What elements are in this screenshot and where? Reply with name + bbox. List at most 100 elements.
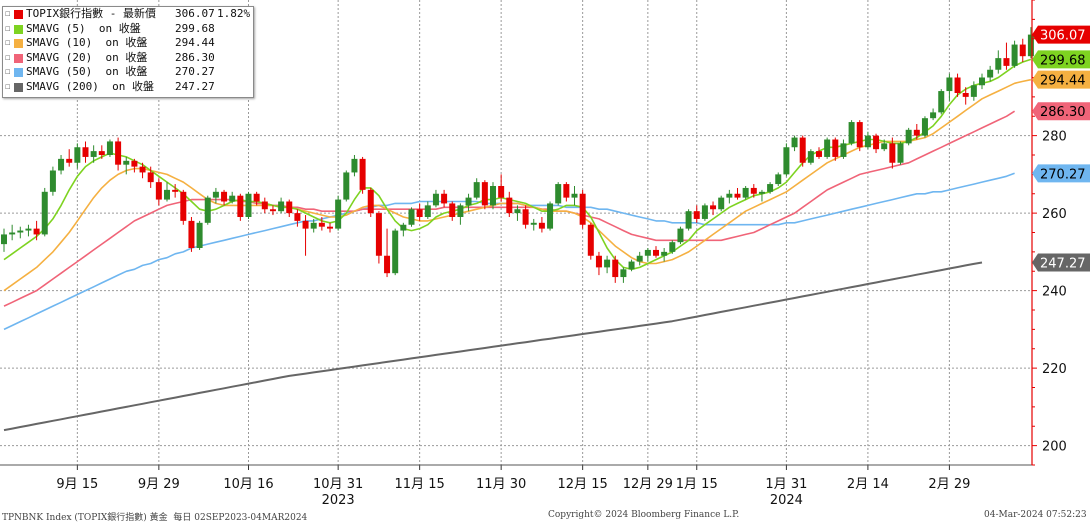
candle-body: [889, 143, 896, 163]
candle-body: [840, 143, 847, 157]
last-value-label: 306.07: [1040, 29, 1086, 44]
candle-body: [677, 228, 684, 243]
candle-body: [139, 166, 146, 173]
legend-value: 270.27: [175, 65, 215, 78]
legend-swatch: [14, 24, 23, 34]
candle-body: [595, 255, 602, 268]
candle-body: [147, 172, 154, 183]
candle-body: [432, 193, 439, 206]
candle-body: [701, 205, 708, 219]
legend-item-sma20: ☐ SMAVG (20) on 收盤 286.30: [3, 51, 253, 66]
candle-body: [718, 197, 725, 210]
legend-checkbox-icon[interactable]: ☐: [5, 9, 11, 19]
x-tick-label: 11月 15: [395, 477, 445, 492]
candle-body: [571, 193, 578, 198]
candle-body: [155, 182, 162, 200]
candle-body: [856, 122, 863, 148]
candle-body: [758, 191, 765, 194]
candle-body: [938, 91, 945, 113]
x-tick-label: 10月 31: [313, 477, 363, 492]
candle-body: [294, 213, 301, 221]
legend-item-sma50: ☐ SMAVG (50) on 收盤 270.27: [3, 65, 253, 80]
legend-swatch: [14, 82, 23, 92]
candle-body: [710, 205, 717, 210]
candle-body: [367, 189, 374, 214]
candle-body: [351, 158, 358, 173]
candle-body: [196, 222, 203, 248]
last-value-tag: [1032, 70, 1090, 89]
legend-label: TOPIX銀行指數 - 最新價: [26, 7, 156, 20]
candle-body: [408, 209, 415, 225]
last-value-tag-layer: 306.07 299.68 294.44 286.30 270.27 247.27: [1032, 25, 1090, 272]
candle-body: [783, 147, 790, 175]
legend-item-sma200: ☐ SMAVG (200) on 收盤 247.27: [3, 80, 253, 95]
candle-body: [180, 191, 187, 221]
legend-label: SMAVG (5) on 收盤: [26, 21, 141, 35]
legend-checkbox-icon[interactable]: ☐: [5, 23, 11, 34]
legend-checkbox-icon[interactable]: ☐: [5, 52, 11, 63]
x-tick-label: 11月 30: [476, 477, 526, 492]
legend-checkbox-icon[interactable]: ☐: [5, 67, 11, 77]
candle-body: [66, 158, 73, 163]
candle-body: [384, 255, 391, 274]
footer-timestamp: 04-Mar-2024 07:52:23: [984, 510, 1087, 520]
candle-body: [563, 184, 570, 198]
legend-swatch: [14, 68, 23, 77]
last-value-label: 270.27: [1040, 167, 1086, 182]
candle-body: [400, 224, 407, 231]
candle-body: [930, 112, 937, 119]
candle-layer: [1, 27, 1034, 283]
legend-swatch: [14, 10, 23, 19]
candle-body: [587, 224, 594, 256]
candle-body: [538, 222, 545, 229]
candle-body: [302, 220, 309, 229]
candle-body: [33, 228, 40, 235]
legend-item-sma5: ☐ SMAVG (5) on 收盤 299.68: [3, 22, 253, 37]
candle-body: [506, 197, 513, 214]
legend-change: 1.82%: [217, 7, 251, 20]
candle-body: [204, 197, 211, 223]
candle-body: [424, 205, 431, 217]
candle-body: [481, 182, 488, 206]
candle-body: [449, 203, 456, 217]
legend-checkbox-icon[interactable]: ☐: [5, 81, 11, 92]
candle-body: [726, 193, 733, 198]
legend-checkbox-icon[interactable]: ☐: [5, 38, 11, 48]
x-tick-label: 2月 14: [847, 477, 889, 492]
candle-body: [465, 197, 472, 206]
candle-body: [693, 211, 700, 219]
candle-body: [58, 158, 65, 171]
x-year-label: 2024: [770, 493, 803, 508]
chart-legend: ☐ TOPIX銀行指數 - 最新價 306.07 1.82% ☐ SMAVG (…: [2, 6, 254, 98]
candle-body: [359, 158, 366, 190]
x-tick-label: 1月 15: [676, 477, 718, 492]
y-tick-label: 280: [1042, 130, 1067, 145]
legend-value: 294.44: [175, 36, 215, 49]
candle-body: [1, 234, 7, 245]
candle-body: [767, 184, 774, 192]
last-value-tag: [1032, 164, 1090, 183]
candle-body: [286, 201, 293, 214]
legend-label: SMAVG (50) on 收盤: [26, 65, 148, 78]
candle-body: [873, 135, 880, 150]
x-year-label: 2023: [322, 493, 355, 508]
candle-body: [229, 195, 236, 202]
candle-body: [547, 203, 554, 229]
candle-body: [310, 222, 317, 229]
candle-body: [490, 186, 496, 206]
candle-body: [253, 193, 260, 202]
legend-label: SMAVG (200) on 收盤: [26, 79, 154, 93]
candle-body: [237, 195, 244, 217]
candle-body: [775, 174, 782, 185]
candle-body: [905, 129, 912, 144]
candle-body: [661, 251, 668, 256]
candle-body: [653, 249, 659, 256]
candle-body: [9, 232, 16, 235]
candle-body: [212, 191, 219, 198]
legend-value: 299.68: [175, 21, 215, 35]
candle-body: [1003, 58, 1010, 66]
candle-body: [343, 172, 350, 200]
candle-body: [416, 209, 423, 217]
candle-body: [269, 209, 276, 212]
candle-body: [98, 151, 105, 155]
